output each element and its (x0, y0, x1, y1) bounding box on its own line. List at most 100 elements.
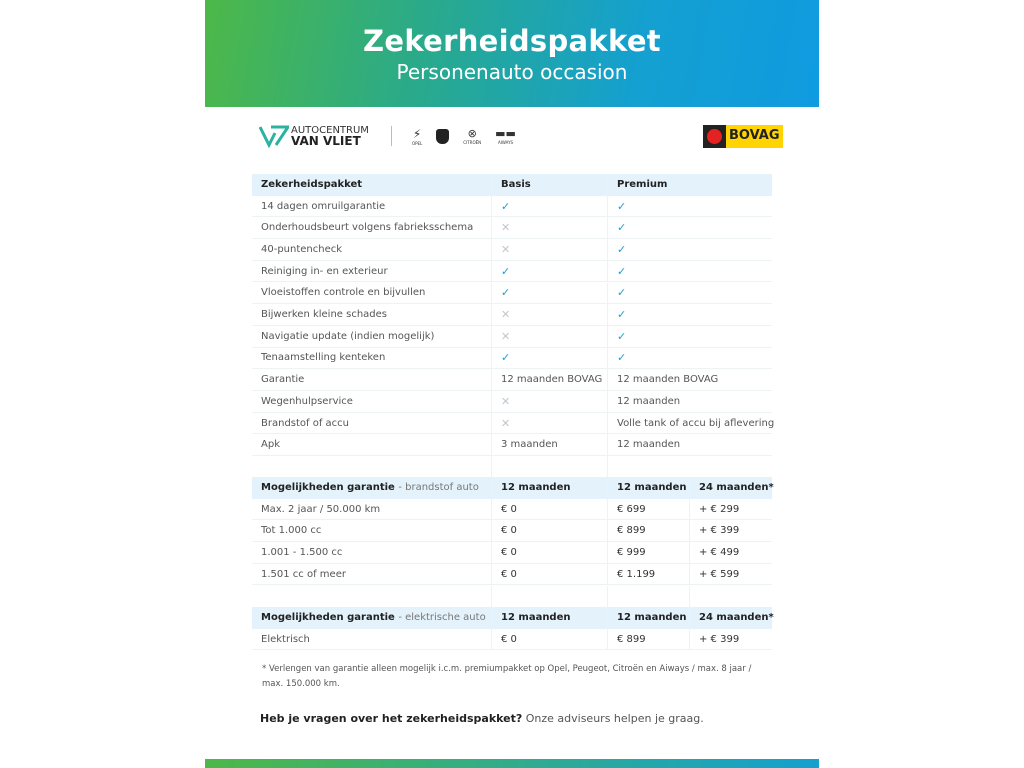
questions-line: Heb je vragen over het zekerheidspakket?… (260, 712, 704, 725)
table-cell: 12 maanden (607, 391, 772, 412)
page-title: Zekerheidspakket (363, 24, 661, 58)
check-icon: ✓ (501, 199, 511, 213)
table-cell: € 0 (491, 563, 607, 585)
footer-strip (205, 759, 819, 768)
table-row: Elektrisch € 0 € 899 + € 399 (252, 628, 772, 651)
table-cell: 12 maanden (491, 477, 607, 499)
table-cell: Zekerheidspakket (261, 179, 363, 191)
table-cell: Bijwerken kleine schades (261, 309, 388, 321)
table-cell: Elektrisch (261, 633, 310, 645)
table-row: Tot 1.000 cc € 0 € 899 + € 399 (252, 520, 772, 543)
brand-line1: AUTOCENTRUM (291, 125, 369, 136)
table-cell: 12 maanden (607, 434, 772, 456)
empty-cell (607, 585, 689, 608)
table-cell: 14 dagen omruilgarantie (261, 200, 386, 212)
table-cell: ✓ (607, 260, 772, 282)
table-cell: € 899 (607, 520, 689, 542)
table-cell: ✓ (607, 217, 772, 239)
table-row: Brandstof of accu ✕ Volle tank of accu bij… (252, 412, 774, 435)
table-cell: € 0 (491, 520, 607, 542)
peugeot-logo (436, 128, 450, 144)
bovag-logo: BOVAG (703, 125, 783, 148)
table-cell: 12 maanden (491, 607, 607, 629)
check-icon: ✓ (501, 351, 511, 365)
table-cell: ✓ (607, 325, 772, 347)
table-cell: € 999 (607, 542, 689, 563)
table-cell: Tenaamstelling kenteken (261, 352, 386, 364)
table-cell: € 0 (491, 628, 607, 650)
table-cell: Garantie (261, 374, 305, 386)
empty-cell (689, 585, 772, 608)
check-icon: ✓ (501, 264, 511, 278)
table-row (252, 585, 772, 608)
table-row: Reiniging in- en exterieur ✓ ✓ (252, 260, 772, 283)
table-cell: ✓ (491, 260, 607, 282)
check-icon: ✓ (617, 308, 627, 322)
empty-cell (252, 586, 491, 608)
header-banner: Zekerheidspakket Personenauto occasion (205, 0, 819, 107)
table-cell: ✕ (491, 304, 607, 325)
table-cell: 24 maanden* (689, 607, 774, 629)
table-row: Bijwerken kleine schades ✕ ✓ (252, 304, 772, 326)
table-cell: ✕ (491, 391, 607, 412)
check-icon: ✓ (617, 329, 627, 343)
table-cell: 12 maanden (607, 477, 689, 499)
table-cell: ✕ (491, 239, 607, 260)
table-row: Garantie 12 maanden BOVAG 12 maanden BOVAG (252, 369, 772, 391)
table-row: Wegenhulpservice ✕ 12 maanden (252, 391, 772, 413)
table-cell: 40-puntencheck (261, 243, 343, 255)
table-cell: Max. 2 jaar / 50.000 km (261, 503, 381, 515)
citroen-logo: ⊗ CITROËN (463, 127, 482, 145)
table-cell: € 0 (491, 542, 607, 563)
v7-logo-icon (259, 125, 289, 148)
table-header-row: Mogelijkheden garantie - elektrische aut… (252, 607, 774, 629)
check-icon: ✓ (617, 351, 627, 365)
table-row: 1.001 - 1.500 cc € 0 € 999 + € 499 (252, 542, 772, 564)
table-cell: Brandstof of accu (261, 417, 350, 429)
table-cell: ✓ (607, 304, 772, 325)
table-cell: 3 maanden (491, 434, 607, 456)
cross-icon: ✕ (501, 308, 511, 322)
table-cell: € 699 (607, 498, 689, 520)
empty-cell (491, 456, 607, 478)
empty-cell (607, 456, 772, 478)
van-vliet-logo: AUTOCENTRUM VAN VLIET ⚡ OPEL ⊗ CITROËN ▬▬ A… (259, 124, 516, 148)
opel-logo: ⚡ OPEL (411, 126, 423, 146)
table-cell: 12 maanden BOVAG (607, 369, 772, 390)
table-row: 1.501 cc of meer € 0 € 1.199 + € 599 (252, 563, 772, 586)
table-cell: + € 299 (689, 498, 772, 520)
cross-icon: ✕ (501, 221, 511, 235)
table-cell: Vloeistoffen controle en bijvullen (261, 287, 426, 299)
aiways-logo: ▬▬ AIWAYS (495, 127, 516, 145)
check-icon: ✓ (617, 264, 627, 278)
cross-icon: ✕ (501, 416, 511, 430)
cross-icon: ✕ (501, 394, 511, 408)
check-icon: ✓ (617, 221, 627, 235)
table-row: 40-puntencheck ✕ ✓ (252, 239, 772, 261)
table-cell: ✓ (607, 239, 772, 260)
partner-logos: ⚡ OPEL ⊗ CITROËN ▬▬ AIWAYS (412, 127, 516, 146)
table-row: Tenaamstelling kenteken ✓ ✓ (252, 347, 772, 370)
table-cell: + € 399 (689, 520, 772, 542)
check-icon: ✓ (617, 242, 627, 256)
table-row: Navigatie update (indien mogelijk) ✕ ✓ (252, 325, 772, 348)
table-cell: Apk (261, 439, 280, 451)
table-cell: 1.501 cc of meer (261, 568, 346, 580)
divider (390, 126, 392, 146)
table-row: Apk 3 maanden 12 maanden (252, 434, 772, 457)
table-cell: Wegenhulpservice (261, 395, 353, 407)
table-cell: + € 599 (689, 563, 772, 585)
table-cell: ✕ (491, 325, 607, 347)
table-title: Mogelijkheden garantie - elektrische aut… (261, 612, 486, 624)
table-header-row: Zekerheidspakket Basis Premium (252, 174, 772, 196)
table-cell: ✓ (491, 282, 607, 304)
page-subtitle: Personenauto occasion (396, 60, 628, 84)
table-cell: € 0 (491, 498, 607, 520)
table-cell: ✕ (491, 217, 607, 239)
table-cell: Reiniging in- en exterieur (261, 265, 388, 277)
table-cell: 12 maanden BOVAG (491, 369, 607, 390)
brand-line2: VAN VLIET (291, 134, 361, 148)
check-icon: ✓ (617, 199, 627, 213)
table-row: 14 dagen omruilgarantie ✓ ✓ (252, 195, 772, 218)
table-header-row: Mogelijkheden garantie - brandstof auto 1… (252, 477, 774, 499)
